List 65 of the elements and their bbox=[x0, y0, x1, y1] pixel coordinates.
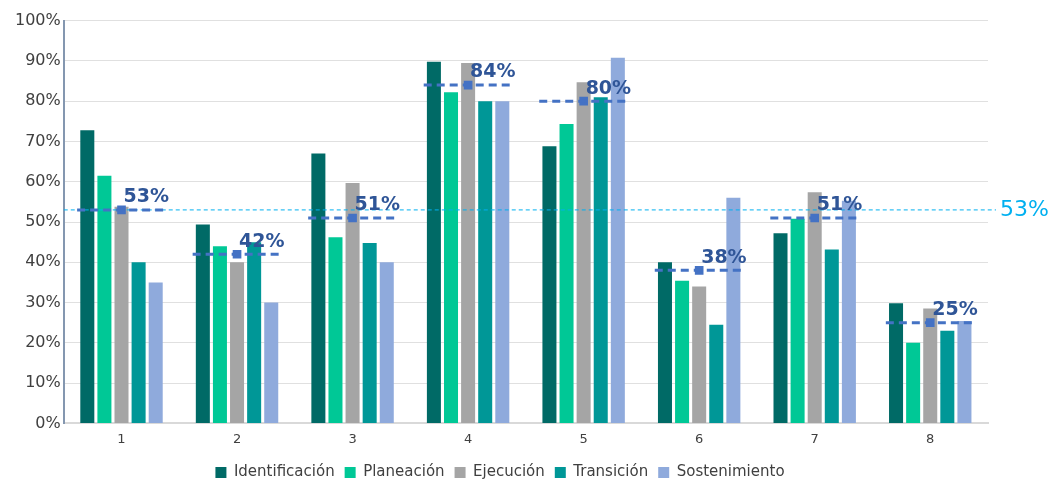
data-label: 53% bbox=[123, 184, 169, 207]
bar bbox=[230, 262, 245, 423]
y-tick-label: 20% bbox=[25, 332, 61, 351]
y-tick-label: 40% bbox=[25, 251, 61, 271]
data-label: 51% bbox=[354, 192, 401, 215]
bar bbox=[80, 130, 95, 423]
bar bbox=[264, 302, 279, 423]
x-tick-label: 1 bbox=[117, 430, 126, 446]
legend-label: Planeación bbox=[363, 462, 445, 481]
x-tick-label: 7 bbox=[810, 430, 819, 446]
bar bbox=[940, 330, 955, 423]
bar bbox=[495, 101, 510, 423]
y-tick-label: 70% bbox=[25, 130, 61, 150]
x-tick-label: 2 bbox=[232, 430, 242, 446]
legend-label: Ejecución bbox=[473, 462, 545, 481]
x-tick-label: 5 bbox=[579, 430, 588, 446]
data-label: 84% bbox=[470, 59, 516, 82]
bar bbox=[889, 303, 904, 423]
bar bbox=[906, 342, 921, 423]
bar bbox=[957, 321, 972, 423]
bar bbox=[692, 286, 707, 423]
data-label: 38% bbox=[701, 244, 747, 267]
bar bbox=[379, 262, 394, 423]
bar bbox=[444, 92, 459, 423]
x-tick-label: 8 bbox=[926, 430, 935, 446]
bar bbox=[675, 280, 690, 423]
bar bbox=[97, 175, 112, 423]
bar bbox=[709, 324, 724, 423]
bar bbox=[542, 146, 557, 423]
x-tick-label: 3 bbox=[348, 430, 357, 446]
y-tick-label: 10% bbox=[25, 372, 61, 392]
legend-label: Identificación bbox=[233, 462, 335, 481]
y-tick-label: 90% bbox=[25, 50, 61, 70]
y-tick-label: 50% bbox=[25, 211, 61, 231]
bar bbox=[824, 249, 839, 423]
bar bbox=[148, 282, 163, 423]
y-tick-label: 30% bbox=[25, 291, 61, 311]
bar bbox=[426, 61, 441, 423]
bar bbox=[212, 246, 227, 423]
bar bbox=[773, 233, 788, 423]
data-label: 80% bbox=[585, 75, 632, 98]
bar bbox=[328, 237, 343, 423]
data-label: 51% bbox=[816, 192, 863, 215]
bar bbox=[311, 153, 326, 423]
bar bbox=[114, 206, 129, 423]
bar bbox=[131, 262, 146, 423]
bar bbox=[362, 242, 377, 423]
y-tick-label: 100% bbox=[14, 9, 61, 29]
bar bbox=[657, 262, 672, 423]
data-label: 25% bbox=[932, 297, 978, 320]
y-tick-label: 60% bbox=[25, 170, 61, 190]
legend-label: Transición bbox=[572, 462, 649, 481]
y-tick-label: 80% bbox=[25, 90, 61, 110]
x-tick-label: 6 bbox=[695, 430, 704, 446]
ref-line-label: 53% bbox=[1000, 195, 1049, 221]
bar bbox=[593, 97, 608, 423]
bar bbox=[790, 218, 805, 423]
bar bbox=[559, 124, 574, 423]
x-tick-label: 4 bbox=[463, 430, 473, 446]
y-tick-label: 0% bbox=[35, 412, 61, 432]
bar bbox=[195, 224, 210, 423]
data-label: 42% bbox=[239, 228, 285, 251]
bar bbox=[478, 101, 493, 423]
point bbox=[925, 318, 935, 328]
legend-label: Sostenimiento bbox=[676, 462, 785, 481]
